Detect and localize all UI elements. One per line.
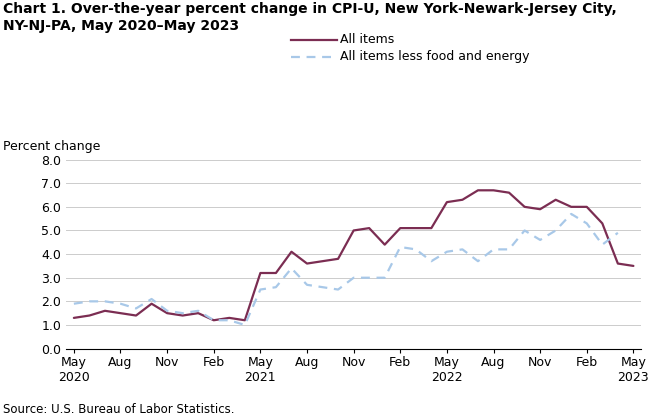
Text: Percent change: Percent change bbox=[3, 140, 100, 153]
Text: NY-NJ-PA, May 2020–May 2023: NY-NJ-PA, May 2020–May 2023 bbox=[3, 19, 239, 33]
Text: All items less food and energy: All items less food and energy bbox=[340, 50, 530, 63]
Text: Source: U.S. Bureau of Labor Statistics.: Source: U.S. Bureau of Labor Statistics. bbox=[3, 403, 235, 416]
Text: All items: All items bbox=[340, 34, 395, 46]
Text: Chart 1. Over-the-year percent change in CPI-U, New York-Newark-Jersey City,: Chart 1. Over-the-year percent change in… bbox=[3, 2, 617, 16]
